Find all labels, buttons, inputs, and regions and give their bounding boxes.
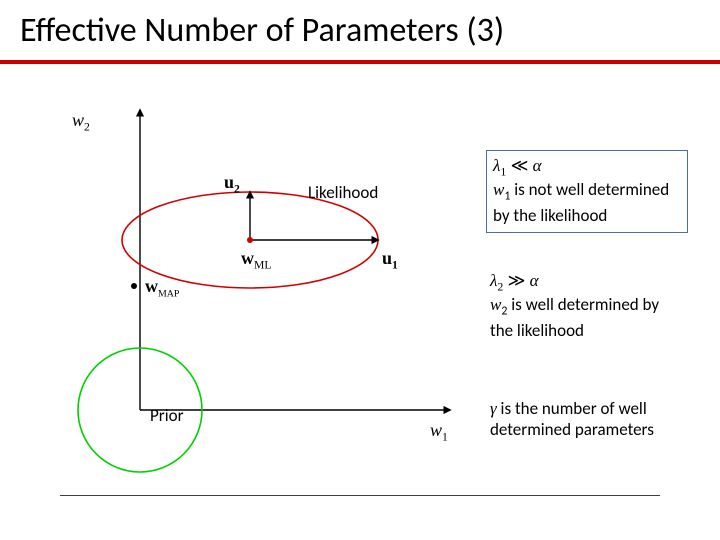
diagram-region: w1 w2 u1 u2 wML wMAP Prior Likelihood	[30, 100, 460, 500]
u2-label: u2	[224, 172, 240, 196]
note-lambda1: λ1 ≪ α w1 is not well determined by the …	[486, 150, 688, 233]
x-axis-label: w1	[430, 420, 448, 444]
likelihood-label: Likelihood	[308, 182, 378, 203]
slide: Effective Number of Parameters (3)	[0, 0, 720, 540]
title-underline	[0, 60, 720, 64]
diagram-svg	[30, 100, 460, 500]
footer-line	[60, 495, 660, 496]
page-title: Effective Number of Parameters (3)	[20, 10, 504, 51]
w-map-point	[131, 283, 137, 289]
note-gamma: γ is the number of well determined param…	[490, 398, 690, 441]
y-axis-label: w2	[72, 110, 90, 134]
w-map-label: wMAP	[145, 276, 179, 300]
u1-label: u1	[382, 248, 398, 272]
w-ml-label: wML	[241, 248, 272, 272]
w-ml-point	[247, 237, 253, 243]
prior-label: Prior	[150, 405, 184, 426]
note-lambda2: λ2 ≫ α w2 is well determined by the like…	[490, 270, 680, 341]
